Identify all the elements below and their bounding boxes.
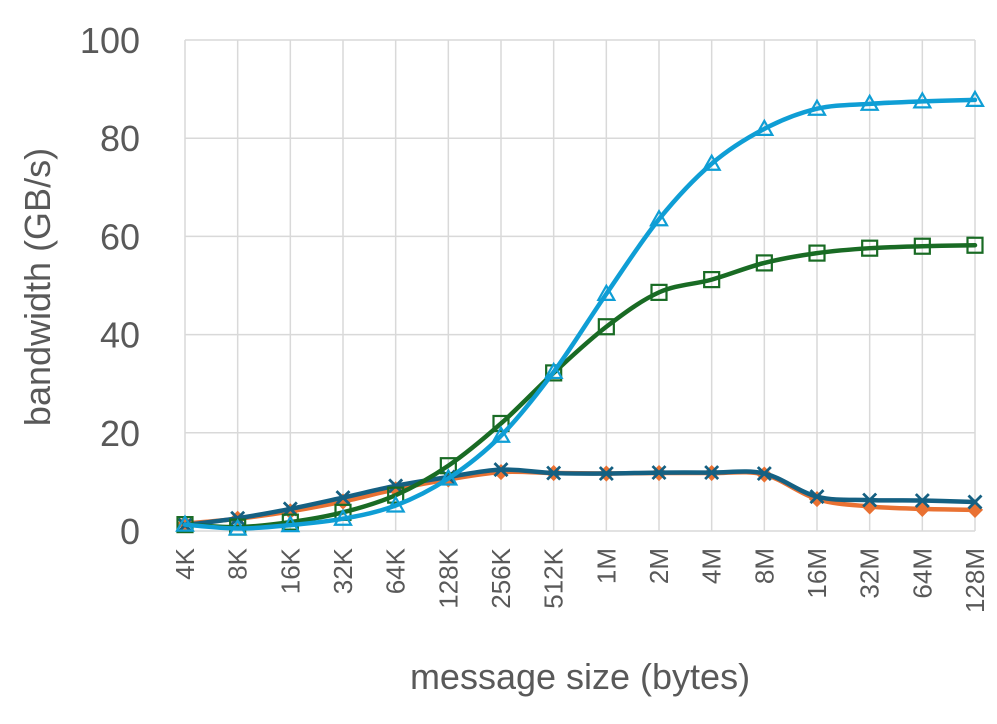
x-tick-labels: 4K 8K 16K 32K 64K 128K 256K 512K 1M 2M 4M 8M 16M 32M 6…: [170, 547, 990, 613]
square-marker: [597, 318, 615, 336]
series-lines: [175, 89, 985, 536]
triangle-marker: [649, 208, 669, 227]
square-marker: [492, 414, 510, 433]
series-line: [182, 242, 978, 530]
x-tick-label: 128K: [433, 547, 463, 608]
y-tick-label: 40: [100, 315, 140, 356]
square-marker: [966, 236, 984, 254]
series-line: [182, 467, 978, 528]
x-marker: [809, 489, 825, 505]
x-tick-label: 64K: [381, 547, 411, 594]
x-marker: [230, 510, 246, 526]
x-tick-label: 8M: [749, 548, 779, 584]
x-tick-label: 8K: [223, 547, 253, 579]
triangle-marker: [438, 468, 459, 486]
x-tick-label: 32K: [328, 547, 358, 594]
square-marker: [913, 237, 931, 255]
square-marker: [861, 239, 879, 257]
triangle-marker: [227, 518, 248, 536]
triangle-marker: [701, 153, 722, 171]
x-marker: [704, 465, 720, 481]
x-marker: [756, 466, 772, 482]
triangle-marker: [754, 118, 775, 136]
triangle-marker: [491, 425, 511, 443]
x-axis-title: message size (bytes): [410, 656, 750, 697]
triangle-marker: [965, 89, 985, 108]
triangle-marker: [385, 495, 406, 513]
triangle-marker: [333, 508, 353, 526]
x-tick-label: 32M: [855, 548, 885, 599]
x-marker: [546, 465, 562, 481]
x-tick-label: 64M: [907, 548, 937, 599]
triangle-marker: [807, 98, 827, 116]
series-line: [182, 97, 978, 531]
y-tick-label: 80: [100, 118, 140, 159]
x-tick-label: 16K: [275, 547, 305, 594]
x-tick-label: 256K: [486, 547, 516, 608]
x-marker: [914, 493, 930, 509]
triangle-marker: [859, 93, 880, 111]
square-marker: [439, 457, 457, 475]
x-tick-label: 4M: [697, 548, 727, 584]
x-marker: [651, 465, 667, 481]
series-triangle: [175, 89, 985, 536]
x-tick-label: 4K: [170, 547, 200, 579]
x-marker: [862, 492, 878, 508]
square-marker: [387, 486, 405, 504]
x-marker: [598, 466, 614, 482]
square-marker: [808, 244, 826, 262]
triangle-marker: [912, 91, 933, 109]
square-marker: [755, 254, 773, 272]
gridlines: [184, 39, 976, 532]
y-tick-label: 60: [100, 216, 140, 257]
x-tick-label: 512K: [539, 547, 569, 608]
y-tick-label: 100: [80, 20, 140, 61]
y-tick-label: 0: [120, 511, 140, 552]
x-marker: [335, 490, 351, 506]
y-tick-labels: 0 20 40 60 80 100: [80, 20, 140, 552]
square-marker: [650, 283, 668, 301]
triangle-marker: [280, 514, 301, 533]
square-marker: [703, 271, 721, 289]
x-marker: [493, 462, 509, 478]
y-axis-title: bandwidth (GB/s): [17, 148, 58, 426]
triangle-marker: [596, 283, 617, 301]
x-tick-label: 2M: [644, 548, 674, 584]
series-x: [177, 462, 983, 533]
series-square: [176, 236, 984, 536]
x-tick-label: 128M: [960, 548, 990, 613]
y-tick-label: 20: [100, 413, 140, 454]
triangle-marker: [543, 361, 564, 380]
x-tick-label: 1M: [591, 548, 621, 584]
x-marker: [967, 494, 983, 510]
x-tick-label: 16M: [802, 548, 832, 599]
x-marker: [282, 501, 298, 517]
x-marker: [388, 478, 404, 494]
triangle-marker: [175, 514, 195, 532]
